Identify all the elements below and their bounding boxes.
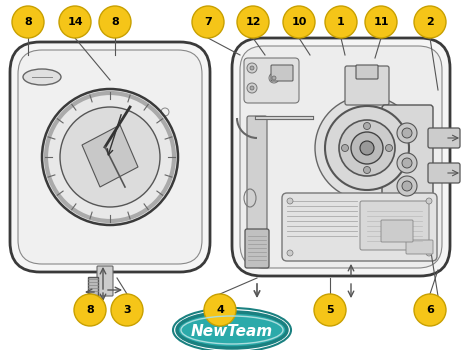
FancyBboxPatch shape <box>97 266 113 296</box>
Circle shape <box>360 141 374 155</box>
Text: 3: 3 <box>123 305 131 315</box>
FancyBboxPatch shape <box>245 229 269 268</box>
Circle shape <box>414 294 446 326</box>
Text: 11: 11 <box>373 17 389 27</box>
Circle shape <box>250 66 254 70</box>
Circle shape <box>325 106 409 190</box>
Text: 8: 8 <box>24 17 32 27</box>
Circle shape <box>74 294 106 326</box>
Circle shape <box>397 123 417 143</box>
Text: 10: 10 <box>291 17 307 27</box>
Circle shape <box>426 250 432 256</box>
Circle shape <box>325 6 357 38</box>
FancyBboxPatch shape <box>382 105 433 201</box>
FancyBboxPatch shape <box>428 128 460 148</box>
Circle shape <box>365 6 397 38</box>
Text: 5: 5 <box>326 305 334 315</box>
Circle shape <box>250 86 254 90</box>
Ellipse shape <box>177 312 287 348</box>
Circle shape <box>351 132 383 164</box>
Circle shape <box>287 250 293 256</box>
Circle shape <box>42 89 178 225</box>
Circle shape <box>314 294 346 326</box>
Circle shape <box>269 73 279 83</box>
FancyBboxPatch shape <box>18 50 202 264</box>
FancyBboxPatch shape <box>240 46 442 268</box>
Circle shape <box>402 158 412 168</box>
FancyBboxPatch shape <box>247 116 267 230</box>
Circle shape <box>414 6 446 38</box>
Text: 8: 8 <box>111 17 119 27</box>
Text: 2: 2 <box>426 17 434 27</box>
Ellipse shape <box>23 69 61 85</box>
Circle shape <box>397 153 417 173</box>
Text: 7: 7 <box>204 17 212 27</box>
Circle shape <box>99 6 131 38</box>
Polygon shape <box>82 125 138 187</box>
Circle shape <box>60 107 160 207</box>
Circle shape <box>402 181 412 191</box>
FancyBboxPatch shape <box>282 193 437 261</box>
Circle shape <box>192 6 224 38</box>
Circle shape <box>339 120 395 176</box>
Text: 12: 12 <box>245 17 261 27</box>
Circle shape <box>272 76 276 80</box>
FancyBboxPatch shape <box>406 240 433 254</box>
Circle shape <box>12 6 44 38</box>
Circle shape <box>364 122 371 130</box>
FancyBboxPatch shape <box>345 66 389 105</box>
Text: 6: 6 <box>426 305 434 315</box>
FancyBboxPatch shape <box>356 65 378 79</box>
FancyBboxPatch shape <box>428 163 460 183</box>
FancyBboxPatch shape <box>271 65 293 81</box>
FancyBboxPatch shape <box>244 58 299 103</box>
FancyBboxPatch shape <box>88 277 98 295</box>
Circle shape <box>385 145 392 152</box>
Circle shape <box>364 167 371 174</box>
Circle shape <box>111 294 143 326</box>
Circle shape <box>247 83 257 93</box>
Text: 1: 1 <box>337 17 345 27</box>
Circle shape <box>59 6 91 38</box>
Circle shape <box>204 294 236 326</box>
FancyBboxPatch shape <box>10 42 210 272</box>
Circle shape <box>315 96 419 200</box>
Circle shape <box>341 145 348 152</box>
Text: 14: 14 <box>67 17 83 27</box>
Circle shape <box>402 128 412 138</box>
Circle shape <box>397 176 417 196</box>
FancyBboxPatch shape <box>360 201 429 250</box>
Circle shape <box>426 198 432 204</box>
Circle shape <box>247 63 257 73</box>
Text: 4: 4 <box>216 305 224 315</box>
FancyBboxPatch shape <box>232 38 450 276</box>
FancyBboxPatch shape <box>381 220 413 242</box>
Text: 8: 8 <box>86 305 94 315</box>
Circle shape <box>237 6 269 38</box>
Circle shape <box>283 6 315 38</box>
Text: NewTeam: NewTeam <box>191 323 273 338</box>
Circle shape <box>287 198 293 204</box>
